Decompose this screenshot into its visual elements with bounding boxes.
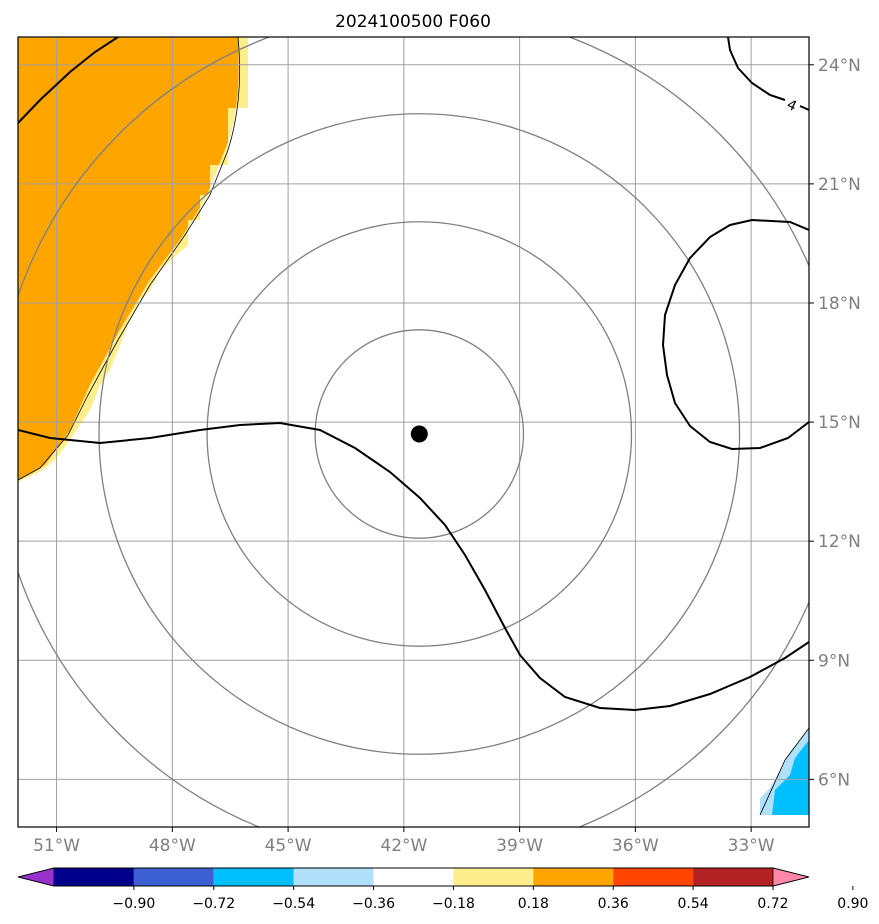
colorbar-tick-label: −0.36 [352, 896, 395, 912]
colorbar-tick-label: −0.90 [112, 896, 155, 912]
map-area: 4 [18, 37, 809, 827]
range-rings [18, 37, 809, 827]
colorbar-segment [533, 868, 614, 886]
colorbar-extend-max [772, 867, 810, 887]
colorbar-segment [613, 868, 694, 886]
range-ring [206, 221, 633, 647]
lon-tick-label: 48°W [149, 836, 196, 856]
range-ring [314, 329, 525, 539]
lat-tick-label: 9°N [818, 651, 850, 671]
colorbar-outline [17, 867, 810, 887]
longitude-labels: 51°W 48°W 45°W 42°W 39°W 36°W 33°W [33, 827, 775, 856]
colorbar-segment [213, 868, 294, 886]
contour-line-northeast [727, 37, 786, 101]
coastline-southeast [759, 727, 809, 816]
range-ring [98, 113, 741, 755]
latitude-labels: 24°N 21°N 18°N 15°N 12°N 9°N 6°N [809, 56, 861, 790]
figure-title: 2024100500 F060 [335, 12, 491, 32]
colorbar-tick-label: −0.54 [272, 896, 315, 912]
lat-tick-label: 21°N [818, 175, 861, 195]
lat-tick-label: 24°N [818, 56, 861, 76]
contour-value-label: 4 [784, 97, 799, 115]
anomaly-fill-orange-west [18, 37, 239, 480]
lat-tick-label: 15°N [818, 413, 861, 433]
colorbar-extend-min [17, 867, 55, 887]
lon-tick-label: 39°W [496, 836, 543, 856]
contour-line-northeast-tail [799, 105, 809, 111]
colorbar-segment [373, 868, 454, 886]
lat-tick-label: 6°N [818, 770, 850, 790]
contour-line-northwest [18, 37, 119, 124]
colorbar-tick-label: 0.54 [678, 896, 709, 912]
colorbar-segment [453, 868, 534, 886]
anomaly-fill-lightblue-edge [760, 728, 809, 815]
colorbar-tick-label: −0.72 [192, 896, 235, 912]
colorbar-segment [693, 868, 773, 886]
lon-tick-label: 45°W [265, 836, 312, 856]
lat-tick-label: 18°N [818, 294, 861, 314]
contour-line-east-loop [661, 218, 809, 451]
lon-tick-label: 51°W [33, 836, 80, 856]
colorbar-segment [133, 868, 214, 886]
colorbar-tick-label: 0.72 [757, 896, 788, 912]
lon-tick-label: 36°W [612, 836, 659, 856]
contour-line-main [18, 421, 809, 712]
colorbar-tick-label: 0.18 [518, 896, 549, 912]
colorbar-segment [293, 868, 374, 886]
colorbar: −0.90 −0.72 −0.54 −0.36 −0.18 0.18 0.36 0.54 0.7… [17, 867, 868, 912]
colorbar-segment [54, 868, 134, 886]
colorbar-tick-label: 0.90 [837, 896, 868, 912]
map-frame [17, 36, 810, 828]
lat-tick-label: 12°N [818, 532, 861, 552]
colorbar-tick-label: −0.18 [432, 896, 475, 912]
storm-center-marker [410, 425, 428, 443]
lon-tick-label: 33°W [728, 836, 775, 856]
lon-tick-label: 42°W [380, 836, 427, 856]
colorbar-tick-label: 0.36 [598, 896, 629, 912]
